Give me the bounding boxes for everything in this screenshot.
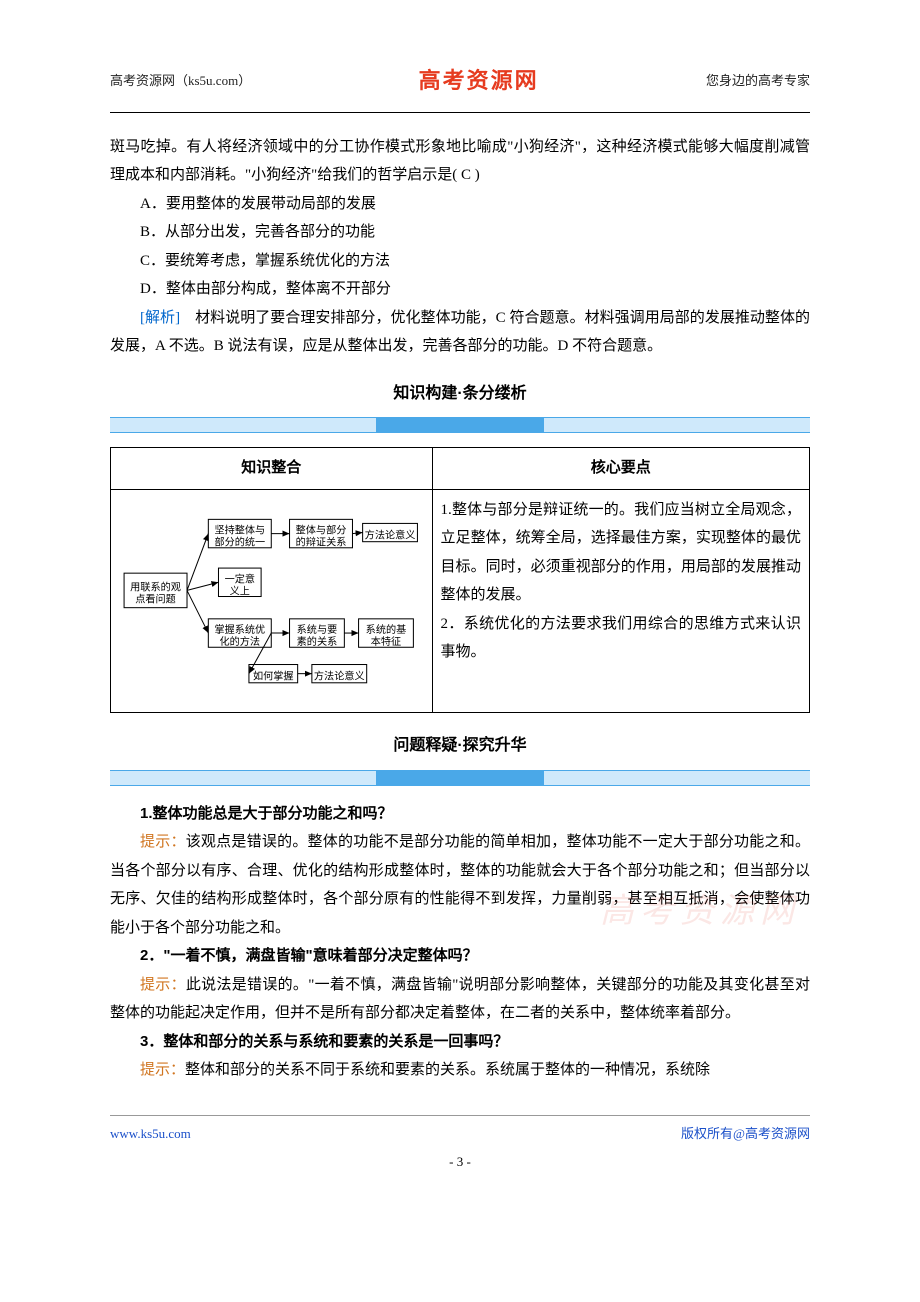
svg-text:的辩证关系: 的辩证关系 [296,535,347,548]
option-b: B．从部分出发，完善各部分的功能 [110,218,810,247]
diagram-cell: 用联系的观点看问题 坚持整体与部分的统一一定意义上掌握系统优化的方法 整体与部分的辩… [111,489,433,713]
svg-text:部分的统一: 部分的统一 [214,535,265,548]
section1-title: 知识构建·条分缕析 [110,379,810,409]
svg-text:坚持整体与: 坚持整体与 [214,523,265,536]
section2-title: 问题释疑·探究升华 [110,731,810,761]
svg-text:整体与部分: 整体与部分 [296,523,347,536]
svg-text:方法论意义: 方法论意义 [365,528,416,541]
svg-text:掌握系统优: 掌握系统优 [214,623,265,636]
hint-label-1: 提示： [140,834,186,850]
q2-hint: 提示：此说法是错误的。"一着不慎，满盘皆输"说明部分影响整体，关键部分的功能及其… [110,971,810,1028]
svg-text:本特征: 本特征 [371,635,401,648]
svg-text:化的方法: 化的方法 [220,635,261,648]
footer-right: 版权所有@高考资源网 [681,1122,810,1147]
option-d: D．整体由部分构成，整体离不开部分 [110,275,810,304]
hint-label-2: 提示： [140,977,186,993]
divider-2 [110,770,810,786]
analysis-label: [解析] [140,310,180,326]
divider-1 [110,417,810,433]
q3-hint: 提示：整体和部分的关系不同于系统和要素的关系。系统属于整体的一种情况，系统除 [110,1056,810,1085]
q1-title: 1.整体功能总是大于部分功能之和吗？ [110,800,810,829]
hint-label-3: 提示： [140,1062,185,1078]
page-number: - 3 - [110,1150,810,1175]
svg-text:方法论意义: 方法论意义 [314,669,365,682]
q1-hint: 提示：该观点是错误的。整体的功能不是部分功能的简单相加，整体功能不一定大于部分功… [110,828,810,942]
concept-diagram: 用联系的观点看问题 坚持整体与部分的统一一定意义上掌握系统优化的方法 整体与部分的辩… [119,496,424,696]
question-intro: 斑马吃掉。有人将经济领域中的分工协作模式形象地比喻成"小狗经济"，这种经济模式能… [110,133,810,190]
svg-text:素的关系: 素的关系 [297,635,338,648]
svg-text:用联系的观: 用联系的观 [130,580,181,593]
hint-text-2: 此说法是错误的。"一着不慎，满盘皆输"说明部分影响整体，关键部分的功能及其变化甚… [110,977,810,1022]
q2-title: 2．"一着不慎，满盘皆输"意味着部分决定整体吗？ [110,942,810,971]
analysis: [解析] 材料说明了要合理安排部分，优化整体功能，C 符合题意。材料强调用局部的… [110,304,810,361]
header-right: 您身边的高考专家 [706,69,810,94]
svg-text:系统与要: 系统与要 [297,623,338,636]
svg-text:义上: 义上 [230,585,250,597]
option-a: A．要用整体的发展带动局部的发展 [110,190,810,219]
hint-text-1: 该观点是错误的。整体的功能不是部分功能的简单相加，整体功能不一定大于部分功能之和… [110,834,810,936]
knowledge-table: 知识整合 核心要点 用联系的观点看问题 坚持整体与部分的统一一定意义上掌握系统优化… [110,447,810,713]
col2-header: 核心要点 [432,448,809,490]
hint-text-3: 整体和部分的关系不同于系统和要素的关系。系统属于整体的一种情况，系统除 [185,1062,710,1078]
svg-text:一定意: 一定意 [225,572,255,585]
header-logo-text: 高考资源网 [419,60,539,102]
analysis-text: 材料说明了要合理安排部分，优化整体功能，C 符合题意。材料强调用局部的发展推动整… [110,310,810,355]
option-c: C．要统筹考虑，掌握系统优化的方法 [110,247,810,276]
svg-text:系统的基: 系统的基 [366,623,407,636]
svg-text:如何掌握: 如何掌握 [253,669,294,682]
core-cell: 1.整体与部分是辩证统一的。我们应当树立全局观念，立足整体，统筹全局，选择最佳方… [432,489,809,713]
svg-text:点看问题: 点看问题 [135,592,176,605]
header-underline [110,112,810,113]
footer: www.ks5u.com 版权所有@高考资源网 [110,1115,810,1147]
footer-left: www.ks5u.com [110,1122,191,1147]
col1-header: 知识整合 [111,448,433,490]
header-left: 高考资源网（ks5u.com） [110,69,251,94]
q3-title: 3．整体和部分的关系与系统和要素的关系是一回事吗？ [110,1028,810,1057]
